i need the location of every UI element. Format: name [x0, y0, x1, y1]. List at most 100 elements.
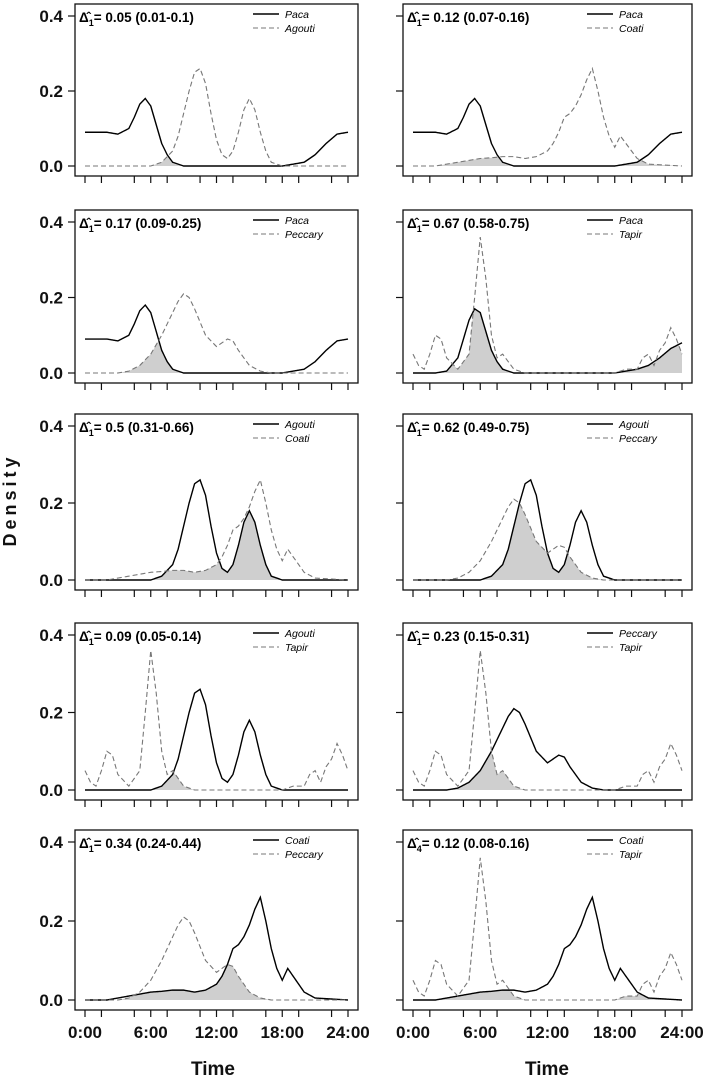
series-line-coati [413, 66, 683, 167]
x-axis-ticks: 0:00 6:00 12:00 18:00 24:00 0:00 6:00 12:00 18:0… [68, 176, 703, 1042]
legend-label-paca: Paca [619, 9, 643, 21]
estimate-subscript: 1 [417, 18, 422, 28]
legend-label-agouti: Agouti [284, 628, 315, 640]
legend-label-peccary: Peccary [619, 433, 658, 445]
y-tick-label: 0.2 [39, 289, 63, 308]
series-line-tapir [412, 237, 683, 374]
y-tick-label: 0.0 [39, 991, 63, 1010]
estimate-symbol: Δ̂ [79, 420, 92, 435]
legend-label-tapir: Tapir [619, 229, 642, 241]
y-tick-label: 0.2 [39, 82, 63, 101]
estimate-subscript: 1 [417, 428, 422, 438]
series-line-tapir [84, 650, 349, 791]
panel-agouti-vs-tapir: Δ̂1= 0.09 (0.05-0.14) Agouti Tapir [74, 622, 359, 801]
overlap-area [85, 510, 348, 580]
overlap-estimate: Δ̂4= 0.12 (0.08-0.16) [407, 836, 529, 854]
estimate-value: = 0.5 (0.31-0.66) [94, 420, 194, 435]
legend-label-peccary: Peccary [285, 849, 324, 861]
panel-coati-vs-peccary: Δ̂1= 0.34 (0.24-0.44) Coati Peccary [74, 829, 359, 1011]
series-line-peccary [85, 292, 348, 374]
overlap-estimate: Δ̂1= 0.5 (0.31-0.66) [79, 420, 194, 438]
overlap-estimate: Δ̂1= 0.62 (0.49-0.75) [407, 420, 529, 438]
estimate-symbol: Δ̂ [79, 836, 92, 851]
series-line-paca [85, 303, 349, 374]
legend-label-tapir: Tapir [285, 642, 308, 654]
overlap-estimate: Δ̂1= 0.05 (0.01-0.1) [79, 10, 194, 28]
panel-frame [74, 3, 359, 177]
panel-agouti-vs-coati: Δ̂1= 0.5 (0.31-0.66) Agouti Coati [74, 413, 359, 591]
x-tick-label: 6:00 [134, 1023, 168, 1042]
estimate-symbol: Δ̂ [407, 629, 420, 644]
estimate-value: = 0.62 (0.49-0.75) [422, 420, 530, 435]
overlap-area [85, 964, 348, 1000]
x-tick-label: 12:00 [195, 1023, 238, 1042]
legend-label-agouti: Agouti [618, 419, 649, 431]
legend-label-coati: Coati [285, 835, 310, 847]
panel-paca-vs-agouti: Δ̂1= 0.05 (0.01-0.1) Paca Agouti [74, 3, 359, 177]
series-line-tapir [412, 857, 683, 1001]
y-axis-ticks: 0.0 0.2 0.4 0.0 0.2 0.4 0.0 0.2 0.4 0.0 0.2 0.4 0.0 0… [39, 7, 403, 1010]
x-axis-title-right: Time [525, 1059, 569, 1079]
series-line-coati [413, 895, 683, 1001]
overlap-estimate: Δ̂1= 0.12 (0.07-0.16) [407, 10, 529, 28]
y-tick-label: 0.0 [39, 157, 63, 176]
y-axis-title: Density [0, 453, 20, 546]
legend-label-peccary: Peccary [619, 628, 658, 640]
estimate-value: = 0.34 (0.24-0.44) [94, 836, 202, 851]
estimate-value: = 0.12 (0.08-0.16) [422, 836, 530, 851]
legend-label-coati: Coati [619, 835, 644, 847]
estimate-value: = 0.67 (0.58-0.75) [422, 216, 530, 231]
estimate-value: = 0.17 (0.09-0.25) [94, 216, 202, 231]
x-tick-label: 18:00 [593, 1023, 636, 1042]
overlap-estimate: Δ̂1= 0.23 (0.15-0.31) [407, 629, 529, 647]
series-line-paca [413, 307, 683, 374]
legend-label-tapir: Tapir [619, 849, 642, 861]
legend-label-paca: Paca [285, 215, 309, 227]
estimate-value: = 0.05 (0.01-0.1) [94, 10, 194, 25]
y-tick-label: 0.0 [39, 781, 63, 800]
panel-agouti-vs-peccary: Δ̂1= 0.62 (0.49-0.75) Agouti Peccary [402, 413, 693, 591]
estimate-subscript: 1 [417, 224, 422, 234]
series-line-agouti [85, 478, 348, 581]
y-tick-label: 0.0 [39, 364, 63, 383]
series-line-coati [85, 478, 349, 581]
overlap-estimate: Δ̂1= 0.09 (0.05-0.14) [79, 629, 201, 647]
estimate-symbol: Δ̂ [407, 420, 420, 435]
estimate-value: = 0.12 (0.07-0.16) [422, 10, 530, 25]
x-tick-label: 6:00 [463, 1023, 497, 1042]
estimate-subscript: 4 [417, 844, 422, 854]
panel-paca-vs-coati: Δ̂1= 0.12 (0.07-0.16) Paca Coati [402, 3, 693, 177]
overlap-area [413, 503, 682, 580]
estimate-subscript: 1 [89, 18, 94, 28]
legend-label-paca: Paca [285, 9, 309, 21]
overlap-area [85, 340, 348, 373]
y-tick-label: 0.4 [39, 213, 63, 232]
panel-coati-vs-tapir: Δ̂4= 0.12 (0.08-0.16) Coati Tapir [402, 829, 693, 1011]
estimate-symbol: Δ̂ [407, 836, 420, 851]
legend-label-coati: Coati [619, 23, 644, 35]
overlap-estimate: Δ̂1= 0.34 (0.24-0.44) [79, 836, 201, 854]
series-line-paca [413, 97, 683, 167]
y-tick-label: 0.2 [39, 912, 63, 931]
x-tick-label: 0:00 [68, 1023, 102, 1042]
x-tick-label: 12:00 [526, 1023, 569, 1042]
overlap-estimate: Δ̂1= 0.67 (0.58-0.75) [407, 216, 529, 234]
series-line-agouti [85, 688, 348, 791]
estimate-symbol: Δ̂ [79, 10, 92, 25]
estimate-symbol: Δ̂ [79, 216, 92, 231]
overlap-area [413, 751, 682, 790]
overlap-estimate: Δ̂1= 0.17 (0.09-0.25) [79, 216, 201, 234]
series-line-paca [85, 97, 349, 167]
y-tick-label: 0.0 [39, 571, 63, 590]
estimate-subscript: 1 [417, 637, 422, 647]
x-tick-label: 0:00 [396, 1023, 430, 1042]
series-line-peccary [413, 707, 682, 791]
series-line-coati [85, 895, 349, 1001]
y-tick-label: 0.4 [39, 626, 63, 645]
legend-label-coati: Coati [285, 433, 310, 445]
y-tick-label: 0.4 [39, 7, 63, 26]
x-axis-title-left: Time [191, 1059, 235, 1079]
estimate-symbol: Δ̂ [407, 10, 420, 25]
